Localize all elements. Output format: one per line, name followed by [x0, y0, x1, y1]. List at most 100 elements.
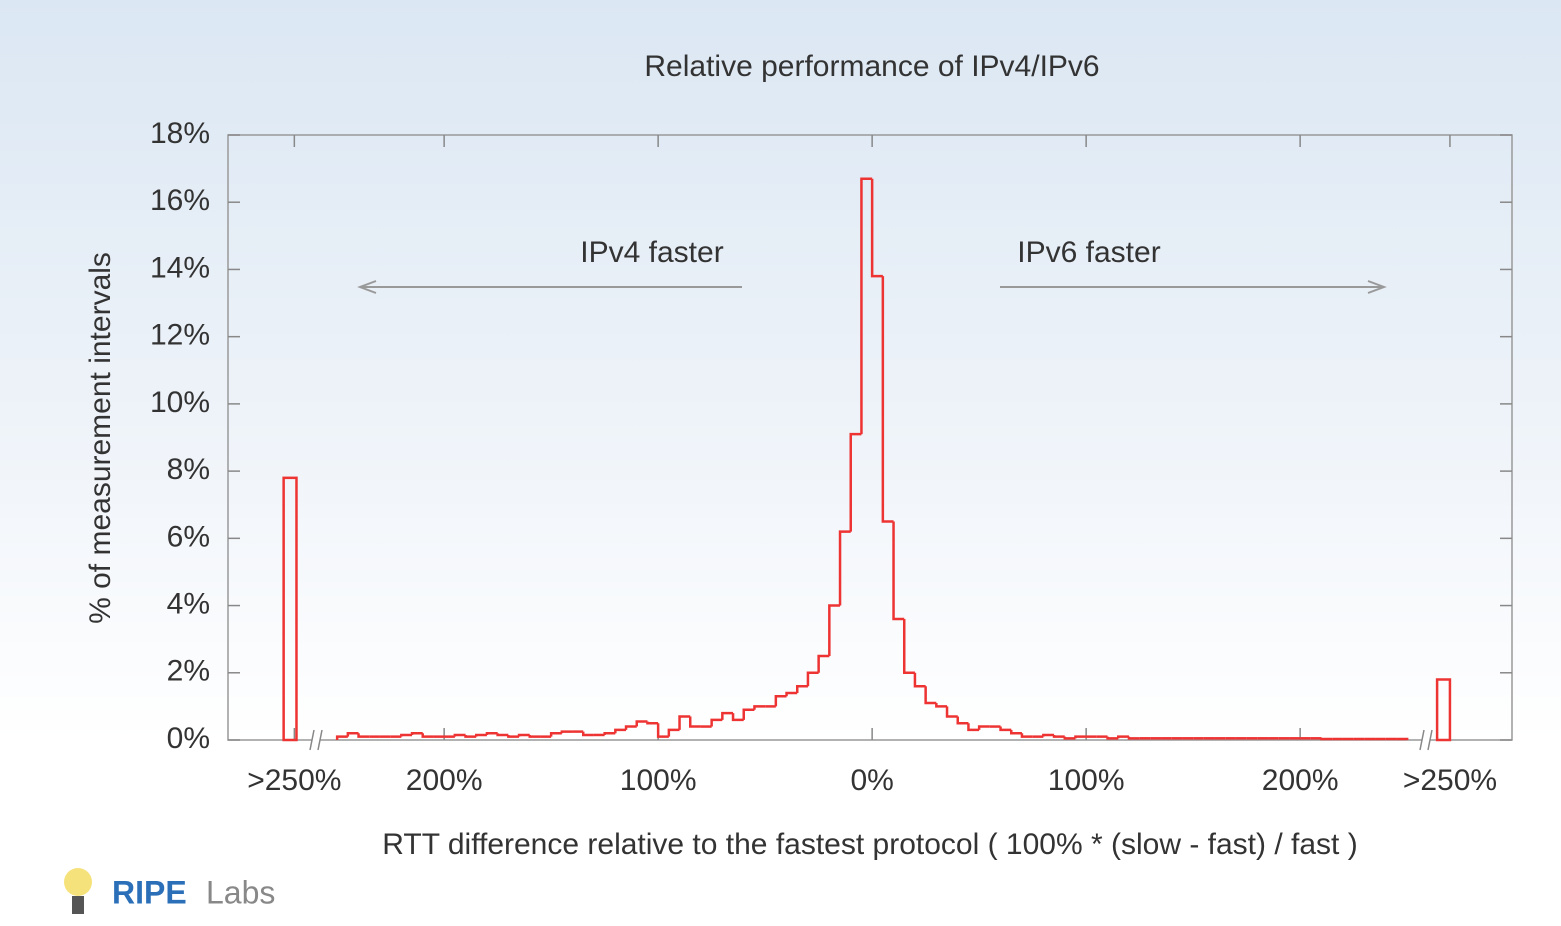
x-tick-label: 200% — [1262, 764, 1339, 797]
histogram-step — [828, 604, 841, 656]
histogram-step — [977, 725, 990, 730]
annotation: IPv6 faster — [1017, 236, 1160, 269]
histogram-step — [603, 732, 616, 735]
y-tick-label: 0% — [167, 722, 210, 755]
histogram-step — [357, 733, 370, 738]
histogram-step — [731, 713, 744, 722]
annotation: IPv4 faster — [580, 236, 723, 269]
logo-text: RIPE — [112, 874, 187, 910]
histogram-step — [710, 718, 723, 727]
histogram-step — [1127, 736, 1140, 740]
x-axis-label: RTT difference relative to the fastest p… — [382, 828, 1357, 861]
axis-break — [309, 729, 323, 751]
histogram-step — [721, 711, 734, 720]
histogram-step — [1116, 735, 1129, 739]
histogram-step — [1020, 733, 1033, 738]
histogram-step — [474, 733, 487, 737]
histogram-step — [335, 735, 348, 740]
axis-break-gap — [1422, 730, 1430, 750]
histogram-step — [881, 276, 894, 523]
histogram-step — [549, 732, 562, 737]
overflow-bar — [1435, 678, 1452, 742]
histogram-step — [967, 723, 980, 732]
histogram-step — [1074, 735, 1087, 739]
y-axis-label: % of measurement intervals — [84, 252, 117, 624]
histogram-step — [1106, 736, 1119, 740]
histogram-step — [464, 734, 477, 738]
histogram-step — [902, 619, 915, 675]
histogram-step — [400, 733, 413, 737]
histogram-step — [656, 723, 669, 738]
histogram-step — [817, 654, 830, 673]
histogram-step — [956, 716, 969, 725]
histogram-step — [646, 721, 659, 725]
axis-break-gap — [312, 730, 320, 750]
histogram-step — [528, 734, 541, 738]
histogram-step — [924, 686, 937, 705]
histogram-step — [517, 733, 530, 737]
arrow — [1000, 280, 1387, 294]
histogram-step — [624, 725, 637, 730]
histogram-step — [892, 521, 905, 621]
histogram-step — [346, 732, 359, 737]
y-tick-label: 18% — [150, 117, 210, 150]
histogram-step — [614, 728, 627, 734]
histogram-step — [935, 703, 948, 708]
histogram-step — [913, 672, 926, 688]
histogram-step — [945, 706, 958, 718]
histogram-step — [453, 733, 466, 737]
y-tick-label: 8% — [167, 453, 210, 486]
histogram-step — [560, 730, 573, 734]
histogram-step — [785, 691, 798, 697]
histogram-step — [1052, 734, 1065, 738]
axis-break — [1419, 729, 1433, 751]
histogram-step — [870, 178, 883, 278]
histogram-step — [635, 720, 648, 727]
histogram-step — [1320, 737, 1333, 741]
histogram-step — [753, 705, 766, 710]
logo-text: Labs — [206, 874, 275, 910]
arrow — [357, 280, 742, 294]
x-tick-label: 100% — [1048, 764, 1125, 797]
logo-bulb — [64, 868, 92, 896]
histogram-step — [421, 733, 434, 738]
histogram-step — [507, 734, 520, 738]
histogram-step — [678, 715, 691, 730]
y-tick-label: 4% — [167, 587, 210, 620]
histogram-step — [999, 726, 1012, 732]
histogram-step — [1396, 737, 1409, 741]
overflow-bar — [282, 476, 298, 742]
histogram-step — [795, 684, 808, 693]
histogram-step — [667, 728, 680, 737]
histogram-step — [860, 177, 873, 435]
histogram-step — [410, 732, 423, 735]
histogram-step — [806, 671, 819, 687]
y-tick-label: 12% — [150, 319, 210, 352]
histogram-step — [742, 708, 755, 720]
histogram-step — [774, 695, 787, 707]
logo: RIPE Labs — [64, 868, 275, 914]
histogram-step — [581, 731, 594, 737]
chart-title: Relative performance of IPv4/IPv6 — [644, 50, 1099, 83]
histogram-step — [496, 733, 509, 737]
histogram-step — [1009, 729, 1022, 735]
histogram-step — [838, 530, 851, 606]
y-tick-label: 6% — [167, 520, 210, 553]
x-tick-label: 100% — [620, 764, 697, 797]
plot-area — [227, 134, 1513, 741]
x-tick-label: 0% — [850, 764, 893, 797]
y-tick-label: 14% — [150, 251, 210, 284]
logo-base — [72, 896, 84, 914]
histogram-step — [688, 716, 701, 728]
x-tick-label: 200% — [406, 764, 483, 797]
histogram-step — [1042, 733, 1055, 737]
x-tick-label: >250% — [1403, 764, 1497, 797]
y-tick-label: 10% — [150, 386, 210, 419]
histogram-step — [1063, 736, 1076, 740]
y-tick-label: 2% — [167, 655, 210, 688]
histogram-step — [485, 732, 498, 735]
x-tick-label: >250% — [247, 764, 341, 797]
y-tick-label: 16% — [150, 184, 210, 217]
histogram-step — [849, 432, 862, 532]
